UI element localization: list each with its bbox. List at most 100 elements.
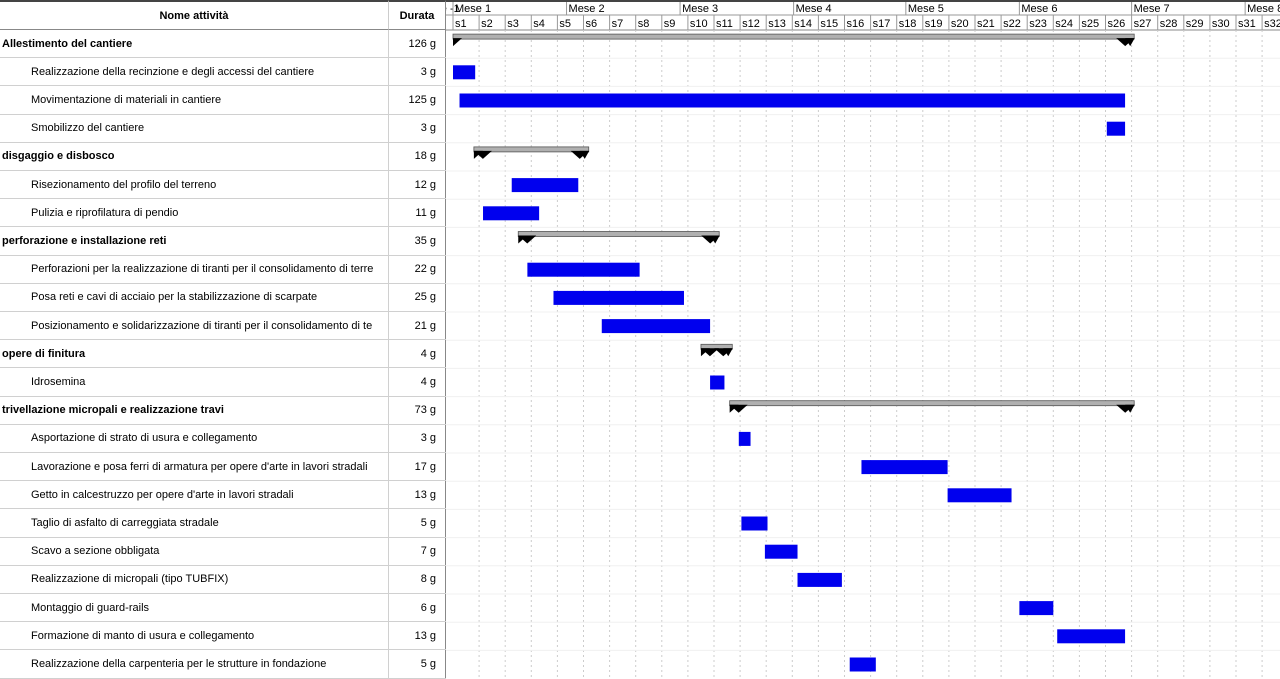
task-duration[interactable]: 73 g	[389, 396, 446, 424]
task-duration[interactable]: 12 g	[389, 171, 446, 199]
task-row[interactable]: Taglio di asfalto di carreggiata stradal…	[0, 509, 446, 538]
week-label: s24	[1055, 18, 1073, 30]
task-name[interactable]: Realizzazione della carpenteria per le s…	[0, 650, 389, 678]
week-label: s9	[664, 18, 676, 30]
task-name[interactable]: Realizzazione di micropali (tipo TUBFIX)	[0, 565, 389, 593]
summary-task-row[interactable]: opere di finitura 4 g	[0, 340, 446, 369]
task-name[interactable]: Movimentazione di materiali in cantiere	[0, 86, 389, 114]
task-duration[interactable]: 13 g	[389, 622, 446, 650]
week-label: s7	[612, 18, 624, 30]
task-duration[interactable]: 3 g	[389, 58, 446, 86]
week-label: s27	[1134, 18, 1152, 30]
task-bar	[483, 206, 540, 221]
week-label: s2	[481, 18, 493, 30]
task-duration[interactable]: 22 g	[389, 255, 446, 283]
task-bar	[1057, 629, 1126, 644]
task-duration[interactable]: 4 g	[389, 368, 446, 396]
task-row[interactable]: Smobilizzo del cantiere 3 g	[0, 114, 446, 143]
task-duration[interactable]: 7 g	[389, 537, 446, 565]
task-name[interactable]: Posa reti e cavi di acciaio per la stabi…	[0, 283, 389, 311]
task-row[interactable]: Movimentazione di materiali in cantiere 1…	[0, 86, 446, 115]
week-label: s23	[1029, 18, 1047, 30]
task-duration[interactable]: 126 g	[389, 30, 446, 58]
week-label: s1	[455, 18, 467, 30]
task-name[interactable]: Taglio di asfalto di carreggiata stradal…	[0, 509, 389, 537]
task-duration[interactable]: 3 g	[389, 424, 446, 452]
task-name[interactable]: perforazione e installazione reti	[0, 227, 389, 255]
task-row[interactable]: Idrosemina 4 g	[0, 368, 446, 397]
week-label: s11	[716, 18, 733, 30]
week-label: s12	[742, 18, 760, 30]
task-name[interactable]: Risezionamento del profilo del terreno	[0, 171, 389, 199]
task-row[interactable]: Posizionamento e solidarizzazione di tir…	[0, 312, 446, 341]
task-name[interactable]: Realizzazione della recinzione e degli a…	[0, 58, 389, 86]
week-label: s3	[507, 18, 519, 30]
week-label: s16	[847, 18, 865, 30]
task-name[interactable]: Montaggio di guard-rails	[0, 594, 389, 622]
summary-task-row[interactable]: trivellazione micropali e realizzazione …	[0, 396, 446, 425]
task-row[interactable]: Realizzazione della carpenteria per le s…	[0, 650, 446, 679]
week-label: s32	[1264, 18, 1280, 30]
task-duration[interactable]: 4 g	[389, 340, 446, 368]
task-name[interactable]: Allestimento del cantiere	[0, 30, 389, 58]
task-bar	[861, 460, 948, 475]
task-duration[interactable]: 11 g	[389, 199, 446, 227]
task-duration[interactable]: 5 g	[389, 650, 446, 678]
task-duration[interactable]: 17 g	[389, 453, 446, 481]
summary-end-marker	[570, 150, 589, 159]
task-row[interactable]: Scavo a sezione obbligata 7 g	[0, 537, 446, 566]
task-row[interactable]: Getto in calcestruzzo per opere d'arte i…	[0, 481, 446, 510]
task-name[interactable]: opere di finitura	[0, 340, 389, 368]
column-header-name[interactable]: Nome attività	[0, 0, 389, 30]
task-name[interactable]: trivellazione micropali e realizzazione …	[0, 396, 389, 424]
task-duration[interactable]: 5 g	[389, 509, 446, 537]
task-name[interactable]: Idrosemina	[0, 368, 389, 396]
column-header-duration[interactable]: Durata	[389, 0, 446, 30]
task-duration[interactable]: 125 g	[389, 86, 446, 114]
task-row[interactable]: Lavorazione e posa ferri di armatura per…	[0, 453, 446, 482]
task-row[interactable]: Montaggio di guard-rails 6 g	[0, 594, 446, 623]
task-duration[interactable]: 8 g	[389, 565, 446, 593]
summary-task-row[interactable]: disgaggio e disbosco 18 g	[0, 142, 446, 171]
gantt-chart: s1 s2 s3 s4 s5 s6 s7 s8 s9 s10 s11 s12 s13 s14 s15 s16 s…	[446, 0, 1280, 677]
task-duration[interactable]: 13 g	[389, 481, 446, 509]
task-duration[interactable]: 18 g	[389, 142, 446, 170]
task-duration[interactable]: 6 g	[389, 594, 446, 622]
summary-bar	[473, 146, 590, 153]
week-label: s22	[1003, 18, 1021, 30]
task-duration[interactable]: 25 g	[389, 283, 446, 311]
task-row[interactable]: Pulizia e riprofilatura di pendio 11 g	[0, 199, 446, 228]
task-name[interactable]: Perforazioni per la realizzazione di tir…	[0, 255, 389, 283]
week-label: s8	[638, 18, 650, 30]
summary-bar	[517, 231, 720, 237]
week-label: s10	[690, 18, 708, 30]
task-row[interactable]: Asportazione di strato di usura e colleg…	[0, 424, 446, 453]
task-name[interactable]: Posizionamento e solidarizzazione di tir…	[0, 312, 389, 340]
task-row[interactable]: Realizzazione della recinzione e degli a…	[0, 58, 446, 87]
task-row[interactable]: Realizzazione di micropali (tipo TUBFIX)…	[0, 565, 446, 594]
week-label: s21	[977, 18, 995, 30]
task-duration[interactable]: 21 g	[389, 312, 446, 340]
task-bar	[947, 488, 1012, 503]
task-name[interactable]: Lavorazione e posa ferri di armatura per…	[0, 453, 389, 481]
task-name[interactable]: Scavo a sezione obbligata	[0, 537, 389, 565]
summary-end-marker	[1116, 404, 1135, 413]
task-name[interactable]: Asportazione di strato di usura e colleg…	[0, 424, 389, 452]
task-name[interactable]: Formazione di manto di usura e collegame…	[0, 622, 389, 650]
task-row[interactable]: Posa reti e cavi di acciaio per la stabi…	[0, 283, 446, 312]
task-row[interactable]: Risezionamento del profilo del terreno 12…	[0, 171, 446, 200]
task-duration[interactable]: 3 g	[389, 114, 446, 142]
summary-task-row[interactable]: perforazione e installazione reti 35 g	[0, 227, 446, 256]
task-row[interactable]: Perforazioni per la realizzazione di tir…	[0, 255, 446, 284]
task-name[interactable]: Smobilizzo del cantiere	[0, 114, 389, 142]
summary-task-row[interactable]: Allestimento del cantiere 126 g	[0, 30, 446, 59]
task-bar	[797, 572, 842, 587]
task-name[interactable]: disgaggio e disbosco	[0, 142, 389, 170]
week-label: s19	[925, 18, 943, 30]
task-duration[interactable]: 35 g	[389, 227, 446, 255]
task-row[interactable]: Formazione di manto di usura e collegame…	[0, 622, 446, 651]
task-name[interactable]: Pulizia e riprofilatura di pendio	[0, 199, 389, 227]
task-name[interactable]: Getto in calcestruzzo per opere d'arte i…	[0, 481, 389, 509]
month-label: Mese 5	[908, 3, 944, 15]
week-label: s17	[873, 18, 891, 30]
